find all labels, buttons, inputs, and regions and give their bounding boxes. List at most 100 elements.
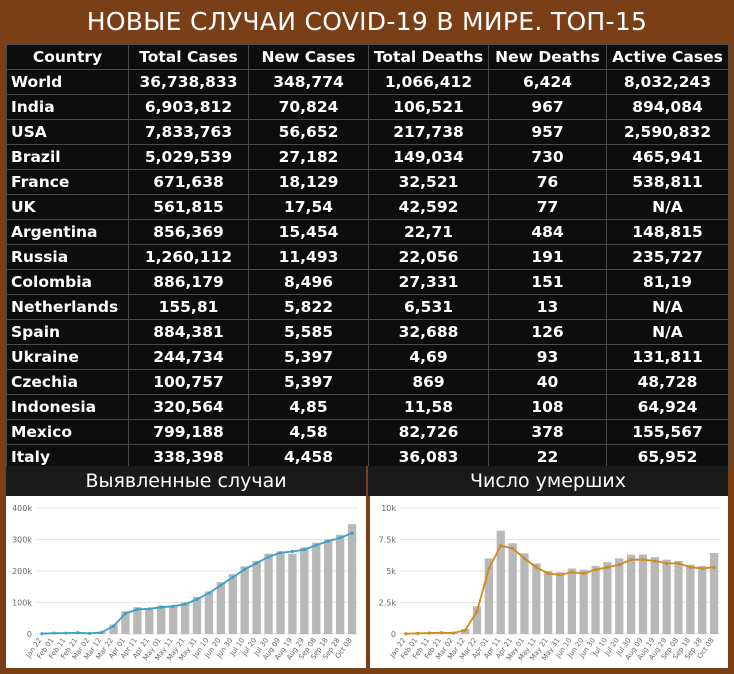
covid-table: Country Total Cases New Cases Total Deat… <box>6 44 729 470</box>
country-cell: Italy <box>6 444 129 470</box>
cases-chart: 0 100k 200k 300k 400k Jan 22 Feb 01 Feb 11 Feb 2… <box>6 496 366 668</box>
table-row: USA 7,833,763 56,652 217,738 957 2,590,832 <box>6 119 729 145</box>
chart-bar <box>121 611 130 634</box>
y-tick-label: 400k <box>12 504 32 513</box>
chart-bar <box>192 596 202 634</box>
chart-bar <box>240 566 249 634</box>
value-cell: 93 <box>488 344 607 370</box>
value-cell: 13 <box>488 294 607 320</box>
deaths-chart: 0 2.5k 5k 7.5k 10k Jan 22 Feb 01 Feb 11 Feb 21 Ma… <box>370 496 728 668</box>
value-cell: 6,903,812 <box>128 94 249 120</box>
trend-point <box>451 631 455 635</box>
trend-point <box>688 565 692 569</box>
chart-bar <box>300 547 309 634</box>
value-cell: 48,728 <box>606 369 729 395</box>
header-total-deaths: Total Deaths <box>368 44 489 70</box>
value-cell: 22,056 <box>368 244 489 270</box>
trend-point <box>243 567 247 572</box>
country-cell: Indonesia <box>6 394 129 420</box>
header-active-cases: Active Cases <box>606 44 729 70</box>
table-row: Ukraine 244,734 5,397 4,69 93 131,811 <box>6 344 729 370</box>
value-cell: 4,69 <box>368 344 489 370</box>
value-cell: 465,941 <box>606 144 729 170</box>
value-cell: 538,811 <box>606 169 729 195</box>
value-cell: 7,833,763 <box>128 119 249 145</box>
value-cell: 56,652 <box>248 119 369 145</box>
value-cell: 799,188 <box>128 419 249 445</box>
table-row: Brazil 5,029,539 27,182 149,034 730 465,941 <box>6 144 729 170</box>
value-cell: 967 <box>488 94 607 120</box>
trend-point <box>64 631 68 635</box>
value-cell: 15,454 <box>248 219 369 245</box>
trend-point <box>582 571 586 576</box>
value-cell: 6,531 <box>368 294 489 320</box>
trend-point <box>266 555 271 559</box>
value-cell: 155,567 <box>606 419 729 445</box>
trend-point <box>605 565 610 569</box>
value-cell: 70,824 <box>248 94 369 120</box>
chart-bar <box>276 551 285 634</box>
value-cell: 320,564 <box>128 394 249 420</box>
value-cell: 5,585 <box>248 319 369 345</box>
chart-bar <box>686 564 695 634</box>
value-cell: 100,757 <box>128 369 249 395</box>
value-cell: 730 <box>488 144 607 170</box>
chart-bar <box>347 524 357 634</box>
trend-point <box>510 546 515 550</box>
trend-point <box>487 566 491 571</box>
value-cell: 1,260,112 <box>128 244 249 270</box>
table-row: Mexico 799,188 4,58 82,726 378 155,567 <box>6 419 729 445</box>
trend-point <box>183 602 187 606</box>
header-new-deaths: New Deaths <box>488 44 607 70</box>
trend-point <box>475 609 479 613</box>
value-cell: 378 <box>488 419 607 445</box>
trend-point <box>135 607 139 612</box>
value-cell: 81,19 <box>606 269 729 295</box>
header-total-cases: Total Cases <box>128 44 249 70</box>
trend-point <box>546 571 550 576</box>
y-tick-label: 300k <box>12 536 32 545</box>
trend-point <box>463 628 467 632</box>
value-cell: 126 <box>488 319 607 345</box>
y-tick-label: 5k <box>386 567 396 576</box>
y-tick-label: 10k <box>381 504 396 513</box>
table-row: Argentina 856,369 15,454 22,71 484 148,815 <box>6 219 729 245</box>
value-cell: 671,638 <box>128 169 249 195</box>
value-cell: 18,129 <box>248 169 369 195</box>
country-cell: India <box>6 94 129 120</box>
value-cell: 884,381 <box>128 319 249 345</box>
country-cell: USA <box>6 119 129 145</box>
trend-point <box>653 559 657 563</box>
table-row: India 6,903,812 70,824 106,521 967 894,084 <box>6 94 729 120</box>
chart-bar <box>567 568 576 634</box>
cases-chart-title: Выявленные случаи <box>6 466 366 496</box>
trend-point <box>159 605 163 609</box>
value-cell: 856,369 <box>128 219 249 245</box>
table-row: Italy 338,398 4,458 36,083 22 65,952 <box>6 444 729 470</box>
chart-bar <box>709 553 719 634</box>
chart-bar <box>204 591 214 634</box>
table-row: Russia 1,260,112 11,493 22,056 191 235,727 <box>6 244 729 270</box>
value-cell: 40 <box>488 369 607 395</box>
chart-bar <box>472 606 482 634</box>
value-cell: 131,811 <box>606 344 729 370</box>
trend-point <box>570 570 574 574</box>
table-row: Netherlands 155,81 5,822 6,531 13 N/A <box>6 294 729 320</box>
trend-point <box>88 631 92 635</box>
chart-bar <box>532 563 541 634</box>
trend-point <box>700 566 704 571</box>
chart-bar <box>157 605 166 634</box>
value-cell: 1,066,412 <box>368 69 489 95</box>
trend-point <box>629 558 633 562</box>
country-cell: France <box>6 169 129 195</box>
value-cell: 36,083 <box>368 444 489 470</box>
y-tick-label: 7.5k <box>379 536 397 545</box>
value-cell: 82,726 <box>368 419 489 445</box>
value-cell: 8,032,243 <box>606 69 729 95</box>
value-cell: 191 <box>488 244 607 270</box>
trend-point <box>593 568 598 572</box>
country-cell: Czechia <box>6 369 129 395</box>
trend-point <box>338 536 342 540</box>
trend-point <box>617 563 621 567</box>
